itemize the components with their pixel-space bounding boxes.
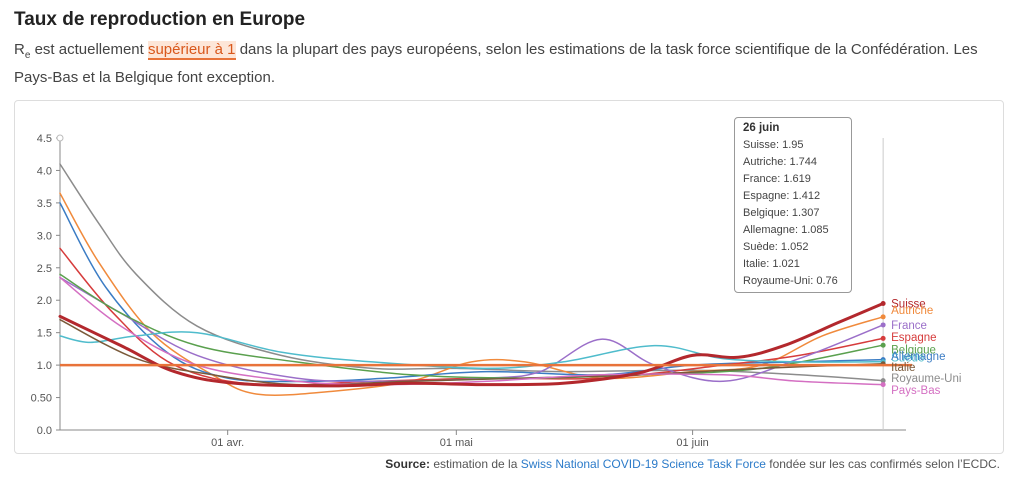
y-tick-label: 1.0 (37, 360, 52, 372)
subtitle-highlight-link[interactable]: supérieur à 1 (147, 41, 236, 60)
y-tick-label: 0.50 (31, 393, 52, 405)
end-label-italie: Italie (891, 362, 915, 374)
tooltip-row: Belgique: 1.307 (743, 207, 820, 219)
series-line-espagne[interactable] (59, 247, 884, 387)
source-note: Source: estimation de la Swiss National … (385, 457, 1000, 471)
y-tick-label: 2.0 (37, 295, 52, 307)
series-end-point-pays-bas (880, 382, 886, 388)
source-label: Source: (385, 457, 430, 471)
end-label-suede: Suède (891, 352, 924, 364)
series-end-point-france (880, 322, 886, 328)
y-tick-label: 1.5 (37, 328, 52, 340)
x-tick-label: 01 mai (440, 437, 473, 449)
series-end-point-espagne (880, 335, 886, 341)
hover-tooltip: 26 juin Suisse: 1.95 Autriche: 1.744 Franc… (734, 117, 852, 293)
series-end-point-suisse (880, 300, 886, 306)
series-line-suisse[interactable] (58, 302, 885, 388)
y-tick-label: 0.0 (37, 425, 52, 437)
subtitle-r: R (14, 41, 25, 58)
end-label-royaume-uni: Royaume-Uni (891, 373, 961, 385)
tooltip-row: Espagne: 1.412 (743, 190, 821, 202)
end-label-allemagne: Allemagne (891, 351, 945, 363)
end-label-espagne: Espagne (891, 332, 936, 344)
end-label-belgique: Belgique (891, 345, 936, 357)
tooltip-row: Allemagne: 1.085 (743, 224, 829, 236)
subtitle-text-pre: est actuellement (30, 41, 148, 58)
end-label-suisse: Suisse (891, 298, 926, 310)
y-tick-label: 3.5 (37, 198, 52, 210)
chart-subtitle: Re est actuellement supérieur à 1 dans l… (14, 39, 1004, 89)
end-label-autriche: Autriche (891, 305, 933, 317)
x-tick-label: 01 juin (676, 437, 708, 449)
tooltip-rows: Suisse: 1.95 Autriche: 1.744 France: 1.619… (743, 137, 851, 290)
end-label-france: France (891, 320, 927, 332)
tooltip-row: Italie: 1.021 (743, 258, 800, 270)
source-text-2: fondée sur les cas confirmés selon l’ECD… (765, 457, 1000, 471)
source-link[interactable]: Swiss National COVID-19 Science Task For… (520, 457, 766, 471)
y-tick-label: 3.0 (37, 230, 52, 242)
source-text-1: estimation de la (429, 457, 521, 471)
series-line-belgique[interactable] (59, 273, 884, 379)
series-end-point-autriche (880, 314, 886, 320)
series-line-allemagne[interactable] (59, 202, 884, 383)
x-tick-label: 01 avr. (211, 437, 244, 449)
subtitle-subscript: e (24, 50, 31, 61)
tooltip-row: Royaume-Uni: 0.76 (743, 275, 838, 287)
series-end-point-royaume-uni (880, 378, 886, 384)
y-axis-top-marker (56, 134, 64, 142)
tooltip-date: 26 juin (743, 122, 780, 134)
tooltip-row: Suède: 1.052 (743, 241, 809, 253)
series-end-point-belgique (880, 342, 886, 348)
chart-title: Taux de reproduction en Europe (14, 9, 306, 30)
subtitle-text-post: dans la plupart des pays européens, selo… (14, 41, 978, 86)
tooltip-row: France: 1.619 (743, 173, 811, 185)
tooltip-row: Autriche: 1.744 (743, 156, 817, 168)
tooltip-row: Suisse: 1.95 (743, 139, 804, 151)
y-tick-label: 4.5 (37, 133, 52, 145)
end-label-pays-bas: Pays-Bas (891, 385, 940, 397)
series-line-italie[interactable] (59, 318, 884, 386)
y-tick-label: 4.0 (37, 165, 52, 177)
y-tick-label: 2.5 (37, 263, 52, 275)
